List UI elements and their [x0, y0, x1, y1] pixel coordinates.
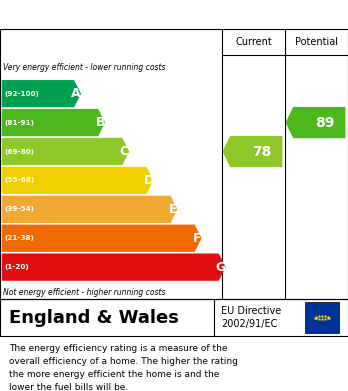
Text: 89: 89	[315, 116, 334, 129]
Polygon shape	[2, 80, 81, 108]
Text: C: C	[120, 145, 129, 158]
Bar	[304, 303, 339, 333]
Polygon shape	[2, 167, 153, 194]
Polygon shape	[2, 253, 226, 281]
Text: England & Wales: England & Wales	[9, 308, 179, 327]
Text: Current: Current	[235, 37, 272, 47]
Text: (69-80): (69-80)	[5, 149, 35, 154]
Polygon shape	[285, 107, 345, 138]
Text: Not energy efficient - higher running costs: Not energy efficient - higher running co…	[3, 288, 166, 297]
Text: (1-20): (1-20)	[5, 264, 29, 270]
Polygon shape	[2, 109, 105, 136]
Polygon shape	[223, 136, 283, 167]
Text: G: G	[216, 261, 226, 274]
Text: E: E	[168, 203, 177, 216]
Text: (39-54): (39-54)	[5, 206, 34, 212]
Polygon shape	[2, 196, 177, 223]
Text: EU Directive
2002/91/EC: EU Directive 2002/91/EC	[221, 306, 281, 329]
Text: Very energy efficient - lower running costs: Very energy efficient - lower running co…	[3, 63, 166, 72]
Text: Energy Efficiency Rating: Energy Efficiency Rating	[10, 8, 232, 23]
Text: The energy efficiency rating is a measure of the
overall efficiency of a home. T: The energy efficiency rating is a measur…	[9, 344, 238, 391]
Text: (92-100): (92-100)	[5, 91, 39, 97]
Text: B: B	[96, 116, 105, 129]
Text: A: A	[71, 87, 81, 100]
Text: Potential: Potential	[295, 37, 338, 47]
Text: 78: 78	[252, 145, 271, 158]
Text: (21-38): (21-38)	[5, 235, 34, 241]
Polygon shape	[2, 224, 201, 252]
Text: (81-91): (81-91)	[5, 120, 34, 126]
Text: F: F	[192, 232, 201, 245]
Text: (55-68): (55-68)	[5, 178, 35, 183]
Polygon shape	[2, 138, 129, 165]
Text: D: D	[143, 174, 154, 187]
